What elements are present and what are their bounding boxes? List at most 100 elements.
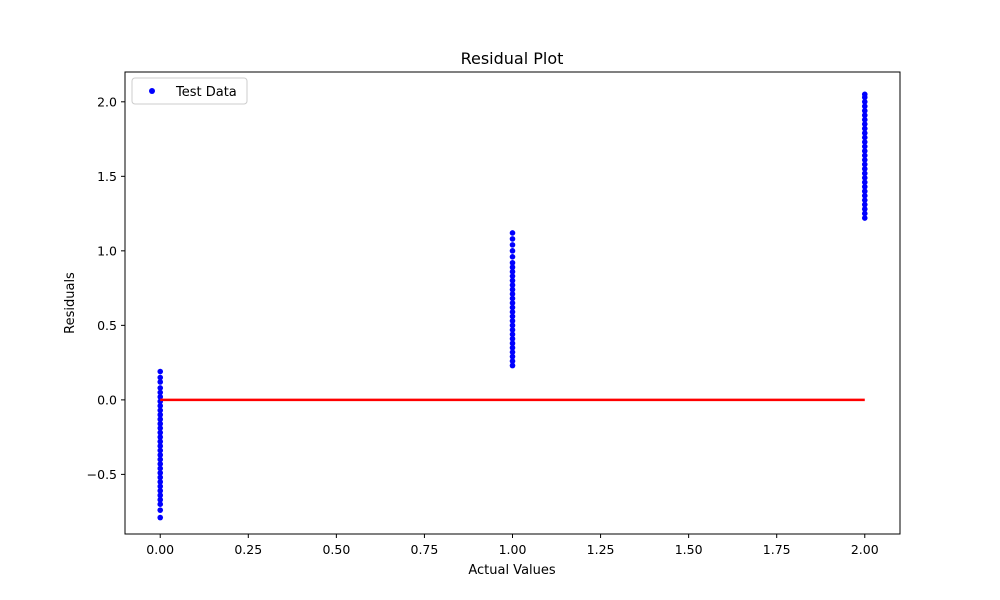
data-point [157,474,164,481]
x-axis-label: Actual Values [468,563,556,578]
data-point [157,429,164,436]
data-point [509,236,516,242]
y-axis-label: Residuals [63,272,78,334]
x-axis-ticks: 0.00 0.25 0.50 0.75 1.00 1.25 1.50 1.75 2.00 [146,534,879,557]
y-tick-label: 1.0 [97,243,117,258]
data-point [157,470,164,476]
data-point [157,368,164,375]
data-point [509,268,516,275]
data-point [861,192,868,199]
data-point [157,487,164,494]
legend: Test Data [131,77,248,105]
data-point [157,447,164,454]
data-point [509,259,516,266]
data-point [509,295,516,302]
data-point [509,264,516,271]
data-point [157,385,164,391]
data-point [861,91,868,98]
data-point [157,394,164,400]
data-point [509,248,516,254]
data-point [861,197,868,203]
x-tick-label: 0.00 [146,542,174,557]
data-point [509,331,516,338]
data-point [509,335,516,342]
y-axis-ticks: −0.5 0.0 0.5 1.0 1.5 2.0 [87,94,125,482]
data-point [861,148,868,154]
data-point [157,403,164,409]
x-tick-label: 2.00 [851,542,879,557]
data-point [157,379,164,385]
data-point [509,282,516,288]
data-point [509,253,516,260]
data-point [861,210,868,217]
x-tick-label: 1.75 [763,542,791,557]
data-point [509,273,516,279]
data-point [509,313,516,320]
data-point [861,183,868,190]
data-point [157,452,164,458]
data-point [509,277,516,284]
data-point [861,143,868,150]
data-point [509,362,516,369]
data-point [509,340,516,347]
data-point [861,139,868,145]
data-point [157,507,164,513]
data-point [861,166,868,172]
data-point [157,479,164,485]
chart-title: Residual Plot [461,49,564,68]
data-point [861,116,868,123]
data-point [509,353,516,360]
data-point [861,179,868,186]
data-point [509,327,516,333]
data-point [509,242,516,248]
y-tick-label: 0.5 [97,318,117,333]
data-point [861,99,868,105]
data-point [509,300,516,306]
data-point [861,201,868,208]
data-point [861,112,868,119]
data-point [861,107,868,114]
data-point [157,501,164,507]
data-point [861,125,868,132]
x-tick-label: 0.25 [234,542,262,557]
x-tick-label: 1.00 [499,542,527,557]
data-point [861,157,868,163]
data-point [861,161,868,168]
data-point [157,492,164,499]
data-point [509,318,516,324]
data-point [861,170,868,177]
data-point [157,465,164,472]
data-point [509,358,516,364]
data-point [861,134,868,141]
data-point [509,230,516,236]
data-point [157,514,164,521]
y-tick-label: −0.5 [87,467,117,482]
y-tick-label: 1.5 [97,169,117,184]
data-point [861,130,868,136]
data-point [509,291,516,297]
data-point [157,425,164,431]
data-point [157,483,164,490]
data-point [157,407,164,414]
data-point [157,416,164,423]
data-point [157,496,164,503]
data-point [509,322,516,329]
x-tick-label: 1.50 [675,542,703,557]
data-point [157,411,164,418]
data-point [509,349,516,355]
data-point [157,434,164,440]
data-point [861,215,868,221]
data-point [509,344,516,351]
data-point [157,438,164,445]
legend-marker [149,88,155,94]
data-point [861,206,868,212]
data-point [157,420,164,427]
data-point [861,188,868,195]
data-point [861,121,868,127]
data-point [157,461,164,467]
data-point [157,456,164,463]
data-point [157,389,164,396]
data-point [861,175,868,181]
legend-entry-label: Test Data [175,85,237,100]
